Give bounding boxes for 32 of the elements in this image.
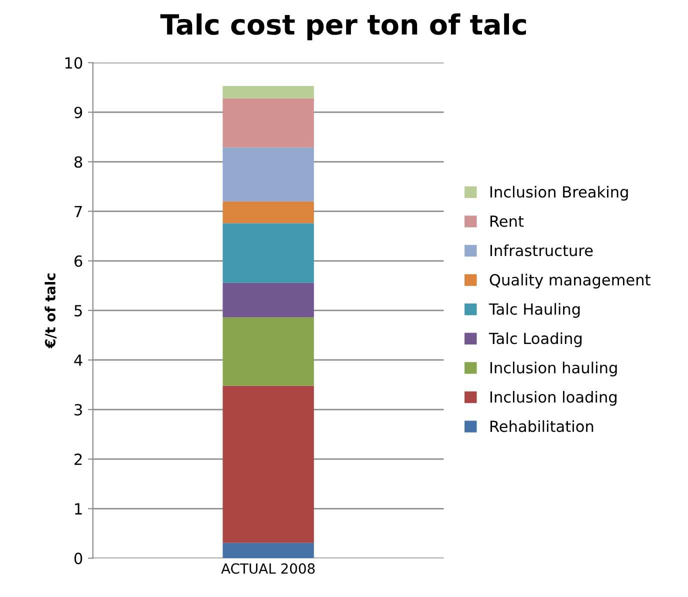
bar bbox=[222, 98, 314, 148]
bar bbox=[222, 386, 314, 543]
bar bbox=[222, 282, 314, 318]
bar bbox=[222, 223, 314, 283]
y-tick-label: 9 bbox=[74, 106, 82, 118]
y-axis-title: €/t of talc bbox=[44, 274, 57, 349]
legend-label: Talc Hauling bbox=[488, 303, 580, 318]
bar bbox=[222, 542, 314, 558]
chart-title: Talc cost per ton of talc bbox=[160, 13, 526, 40]
y-tick-label: 10 bbox=[65, 57, 82, 69]
bar bbox=[222, 201, 314, 224]
bar bbox=[222, 86, 314, 98]
x-tick-label: ACTUAL 2008 bbox=[221, 563, 315, 574]
legend-label: Inclusion Breaking bbox=[490, 186, 628, 201]
legend-label: Rent bbox=[490, 216, 524, 227]
y-tick-label: 7 bbox=[74, 206, 82, 218]
bar bbox=[222, 147, 314, 202]
y-tick-label: 6 bbox=[74, 255, 82, 267]
y-tick-label: 8 bbox=[74, 156, 82, 168]
legend-label: Talc Loading bbox=[488, 332, 582, 348]
y-tick-label: 4 bbox=[74, 354, 82, 366]
bar bbox=[222, 317, 314, 386]
y-tick-label: 3 bbox=[74, 404, 82, 416]
y-tick-label: 1 bbox=[75, 503, 82, 514]
y-tick-label: 5 bbox=[74, 305, 82, 316]
y-tick-label: 0 bbox=[74, 552, 82, 564]
legend-label: Inclusion hauling bbox=[490, 362, 617, 376]
legend-label: Inclusion loading bbox=[490, 390, 616, 406]
legend-label: Rehabilitation bbox=[490, 420, 594, 432]
legend-label: Infrastructure bbox=[490, 244, 593, 256]
legend-label: Quality management bbox=[490, 274, 650, 289]
y-tick-label: 2 bbox=[74, 454, 82, 465]
